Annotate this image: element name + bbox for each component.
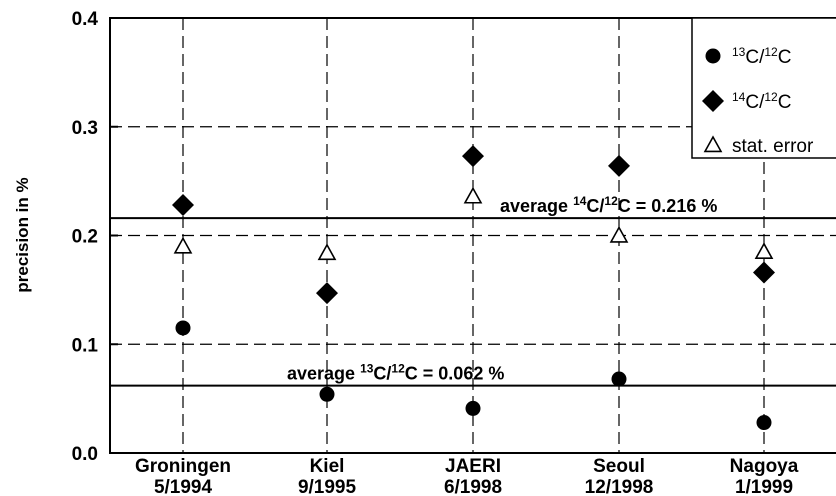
point-s2-4 — [754, 242, 774, 260]
x-tick-date-1: 9/1995 — [298, 477, 357, 496]
point-s2-3 — [609, 225, 629, 243]
point-s0-1 — [319, 386, 335, 402]
point-s1-4 — [753, 261, 775, 284]
x-tick-date-0: 5/1994 — [154, 477, 213, 496]
point-s2-1 — [317, 243, 337, 261]
x-tick-date-3: 12/1998 — [585, 477, 654, 496]
legend-label-1: 14C/12C — [732, 90, 791, 113]
legend-marker-1 — [702, 90, 724, 112]
y-tick-label-1: 0.1 — [72, 335, 99, 356]
y-tick-label-2: 0.2 — [72, 227, 98, 248]
x-tick-label-3: Seoul — [593, 456, 645, 477]
y-tick-label-3: 0.3 — [72, 118, 98, 139]
x-tick-date-2: 6/1998 — [444, 477, 502, 496]
legend-box — [691, 17, 836, 159]
y-axis-ticks: 0.0 0.1 0.2 0.3 0.4 — [72, 9, 118, 465]
point-s1-1 — [316, 282, 338, 305]
point-s1-3 — [608, 154, 630, 177]
reference-annotation-1: average 13C/12C = 0.062 % — [287, 362, 504, 384]
grid-lines — [110, 18, 836, 453]
point-s2-0 — [173, 236, 193, 254]
x-tick-label-4: Nagoya — [730, 456, 799, 477]
legend-marker-0 — [705, 48, 721, 64]
point-s0-4 — [756, 415, 772, 431]
legend-label-2: stat. error — [732, 136, 814, 157]
point-s0-2 — [465, 400, 481, 416]
legend-label-0: 13C/12C — [732, 45, 791, 68]
x-tick-label-1: Kiel — [310, 456, 345, 477]
reference-annotation-0: average 14C/12C = 0.216 % — [500, 194, 717, 216]
x-tick-date-4: 1/1999 — [735, 477, 793, 496]
point-s0-3 — [611, 371, 627, 387]
x-tick-label-2: JAERI — [445, 456, 501, 477]
point-s0-0 — [175, 320, 191, 336]
data-marks — [172, 145, 775, 431]
point-s2-2 — [463, 186, 483, 204]
x-tick-label-0: Groningen — [135, 456, 231, 477]
y-tick-label-4: 0.4 — [72, 9, 99, 30]
legend: 13C/12C 14C/12C stat. error — [691, 17, 836, 159]
point-s1-2 — [462, 145, 484, 168]
legend-marker-2 — [703, 135, 723, 153]
reference-lines: average 14C/12C = 0.216 % average 13C/12C… — [110, 194, 836, 387]
y-axis-label: precision in % — [13, 177, 32, 292]
point-s1-0 — [172, 194, 194, 217]
y-tick-label-0: 0.0 — [72, 444, 98, 465]
